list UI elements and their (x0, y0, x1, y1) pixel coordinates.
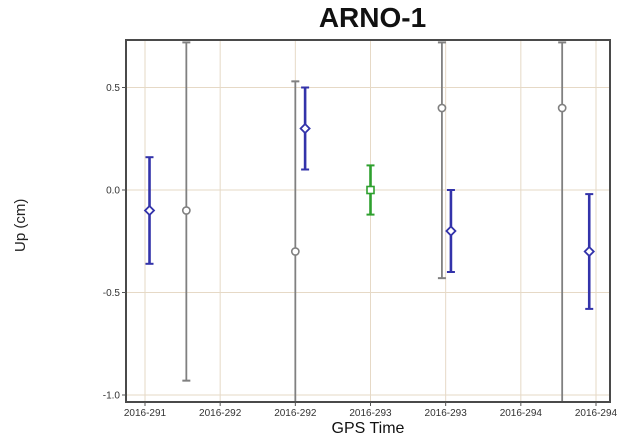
data-point-diamond (143, 204, 156, 217)
plot-frame (125, 39, 611, 403)
y-tick-label: 0.5 (106, 83, 120, 94)
y-tick-label: -1.0 (103, 391, 121, 402)
x-tick-label: 2016-293 (349, 408, 392, 419)
data-point-diamond (445, 225, 457, 237)
data-point-circle (290, 247, 300, 256)
x-tick-label: 2016-291 (124, 408, 167, 419)
x-tick-label: 2016-293 (425, 408, 468, 419)
x-tick-label: 2016-294 (500, 408, 543, 419)
y-tick-label: 0.0 (106, 186, 120, 197)
x-tick-label: 2016-292 (274, 408, 317, 419)
x-tick-label: 2016-294 (575, 408, 618, 419)
data-point-circle (437, 103, 447, 113)
data-point-diamond (299, 122, 311, 135)
data-point-square (366, 185, 375, 195)
chart-title: ARNO-1 (318, 2, 427, 33)
data-point-diamond (583, 245, 596, 258)
data-point-circle (181, 206, 191, 215)
plot-background (126, 40, 610, 402)
data-point-circle (557, 103, 567, 113)
y-tick-label: -0.5 (103, 288, 121, 299)
x-axis-label: GPS Time (331, 420, 405, 437)
x-tick-label: 2016-292 (199, 408, 242, 419)
